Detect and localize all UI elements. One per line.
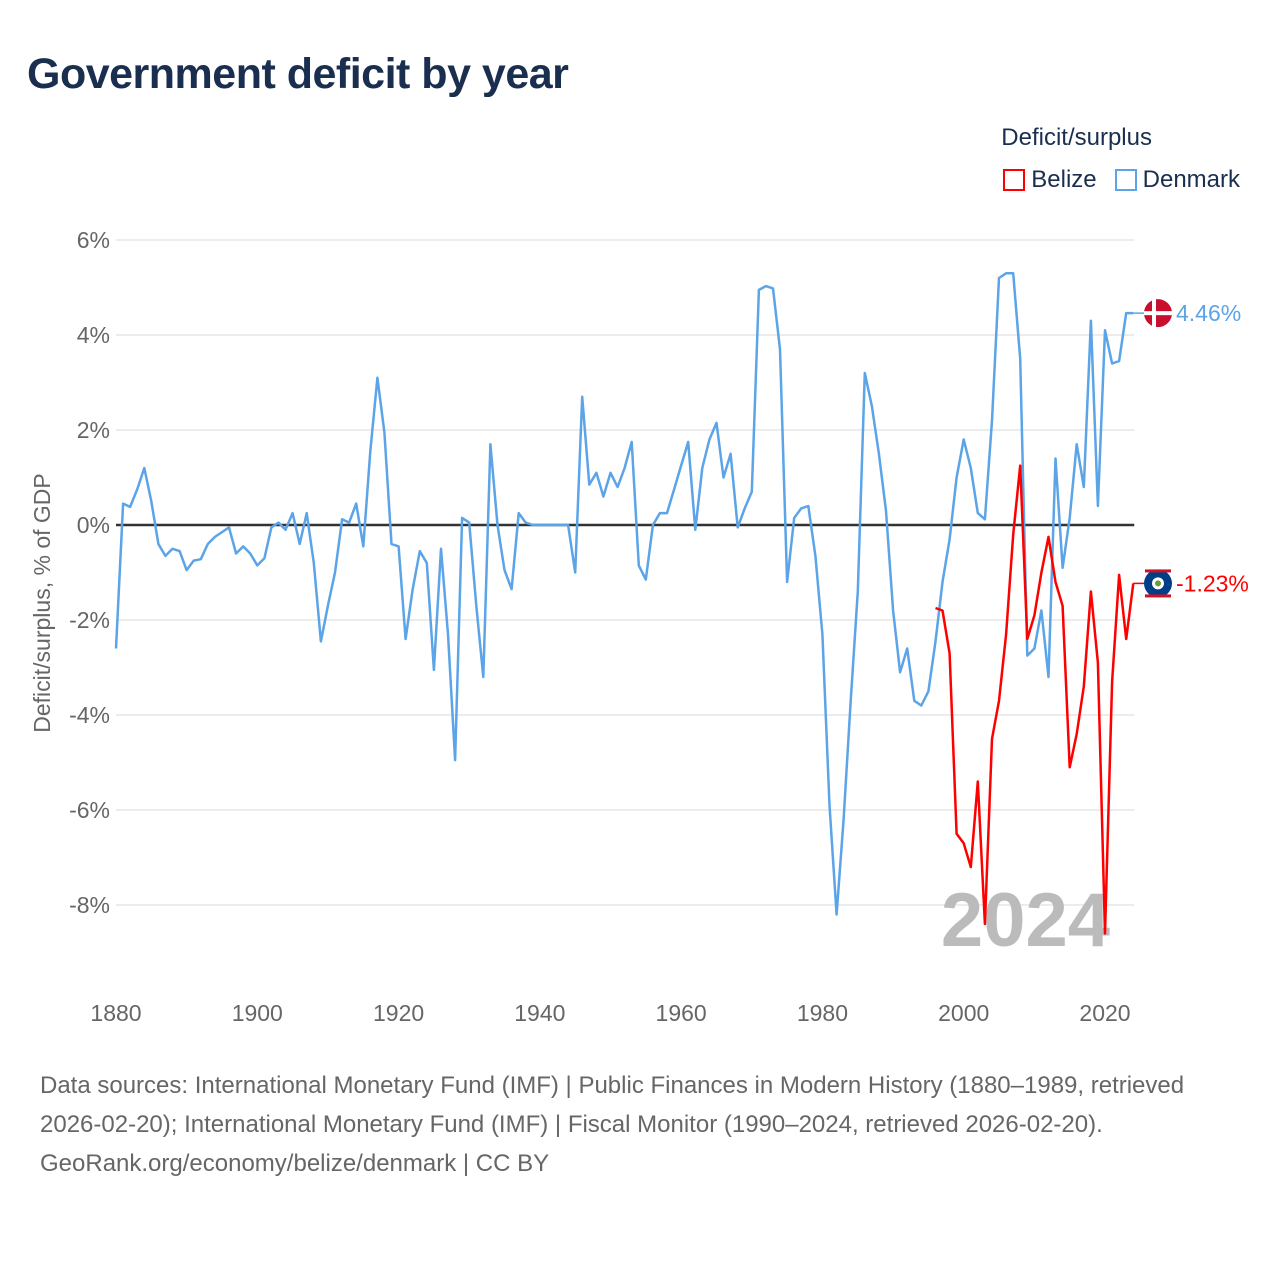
year-watermark: 2024: [941, 878, 1110, 963]
denmark-flag-icon: [1144, 299, 1172, 328]
end-value-label-belize: -1.23%: [1176, 570, 1249, 596]
belize-flag-icon: [1144, 569, 1172, 598]
flag-cross-h: [1144, 311, 1172, 316]
legend-swatch-denmark: [1114, 169, 1137, 191]
x-tick-label: 2020: [1079, 1000, 1130, 1026]
credit-link[interactable]: GeoRank.org/economy/belize/denmark | CC …: [40, 1150, 550, 1177]
legend-item-denmark[interactable]: Denmark: [1114, 166, 1240, 194]
x-tick-label: 1980: [797, 1000, 848, 1026]
y-tick-label: 6%: [77, 227, 110, 253]
x-tick-label: 1880: [90, 1000, 141, 1026]
series-line-belize: [935, 464, 1135, 935]
x-tick-label: 1940: [514, 1000, 565, 1026]
x-tick-label: 1900: [232, 1000, 283, 1026]
data-sources: Data sources: International Monetary Fun…: [40, 1072, 1185, 1138]
legend-swatch-belize: [1003, 169, 1026, 191]
x-tick-label: 2000: [938, 1000, 989, 1026]
flag-stripe-top: [1145, 569, 1171, 573]
y-tick-label: -2%: [69, 607, 110, 633]
flag-stripe-bottom: [1145, 594, 1171, 598]
y-tick-label: 4%: [77, 322, 110, 348]
end-value-label-denmark: 4.46%: [1176, 300, 1241, 326]
y-tick-label: -8%: [69, 892, 110, 918]
x-tick-label: 1920: [373, 1000, 424, 1026]
y-tick-label: 2%: [77, 417, 110, 443]
legend-label-denmark: Denmark: [1142, 166, 1240, 193]
legend-title: Deficit/surplus: [1001, 124, 1152, 151]
x-tick-label: 1960: [656, 1000, 707, 1026]
legend-label-belize: Belize: [1031, 166, 1097, 193]
flag-emblem-center: [1155, 580, 1161, 587]
chart-title: Government deficit by year: [27, 50, 569, 98]
y-axis-label: Deficit/surplus, % of GDP: [29, 473, 55, 732]
y-tick-label: 0%: [77, 512, 110, 538]
legend-item-belize[interactable]: Belize: [1003, 166, 1097, 194]
line-chart: 6% 4% 2% 0% -2% -4% -6% -8% 1880 1900 1920 1940 1960…: [29, 227, 1249, 1026]
y-tick-label: -6%: [69, 797, 110, 823]
footer: Data sources: International Monetary Fun…: [40, 1066, 1240, 1183]
y-tick-label: -4%: [69, 702, 110, 728]
legend: Deficit/surplus Belize Denmark: [1001, 124, 1240, 194]
series-line-denmark: [114, 272, 1134, 916]
